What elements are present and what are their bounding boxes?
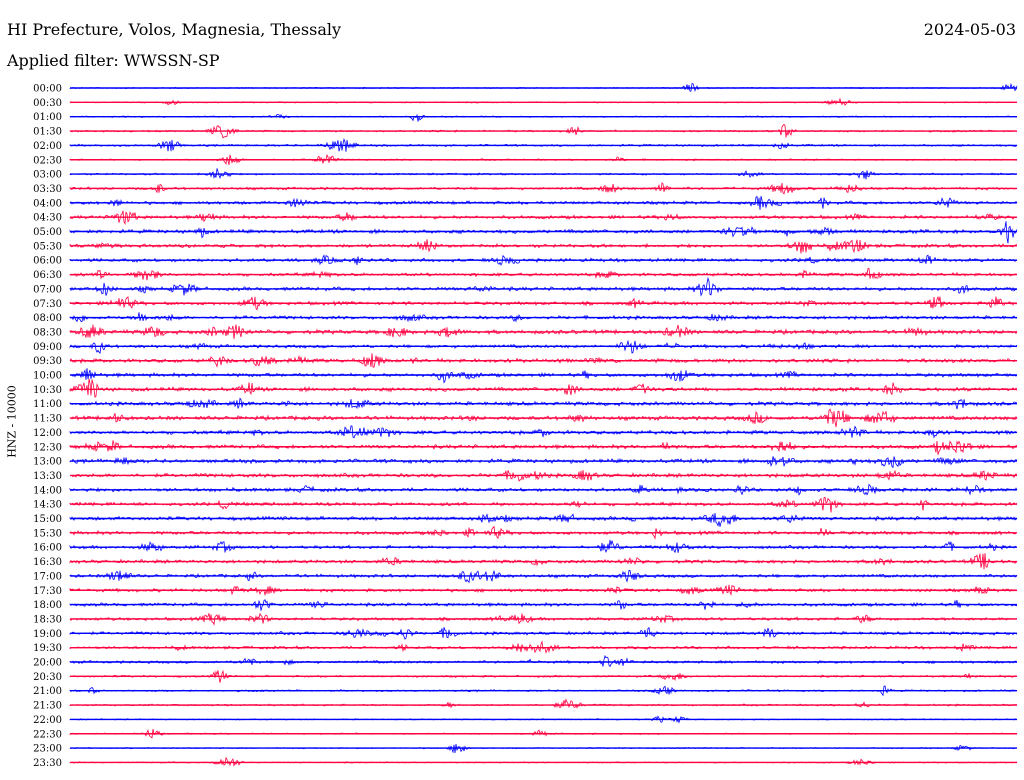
row-time-label: 02:00 [33, 141, 62, 152]
row-time-label: 14:00 [33, 485, 62, 496]
trace-line [69, 539, 1018, 554]
trace-line [69, 221, 1018, 244]
row-time-label: 03:30 [33, 184, 62, 195]
row-time-label: 13:00 [33, 457, 62, 468]
row-time-label: 21:00 [33, 686, 62, 697]
row-time-label: 19:30 [33, 643, 62, 654]
trace-line [69, 339, 1018, 354]
row-time-label: 14:30 [33, 500, 62, 511]
row-time-label: 22:30 [33, 729, 62, 740]
station-title: HI Prefecture, Volos, Magnesia, Thessaly [7, 20, 342, 39]
row-time-label: 07:30 [33, 299, 62, 310]
trace-line [69, 654, 1018, 668]
row-time-label: 06:00 [33, 256, 62, 267]
trace-line [69, 276, 1018, 297]
row-time-label: 08:30 [33, 327, 62, 338]
row-time-label: 12:30 [33, 442, 62, 453]
row-time-label: 00:00 [33, 84, 62, 95]
row-time-label: 23:00 [33, 744, 62, 755]
trace-line [69, 210, 1017, 226]
row-time-label: 02:30 [33, 155, 62, 166]
row-time-label: 04:30 [33, 213, 62, 224]
record-date: 2024-05-03 [923, 20, 1016, 39]
row-time-label: 04:00 [33, 198, 62, 209]
row-time-label: 11:30 [33, 414, 62, 425]
row-time-label: 07:00 [33, 284, 62, 295]
row-time-label: 19:00 [33, 629, 62, 640]
trace-line [69, 440, 1018, 455]
row-time-label: 15:00 [33, 514, 62, 525]
row-time-label: 21:30 [33, 701, 62, 712]
row-time-label: 13:30 [33, 471, 62, 482]
row-time-label: 11:00 [33, 399, 62, 410]
row-time-label: 01:00 [33, 112, 62, 123]
row-time-label: 15:30 [33, 528, 62, 539]
trace-line [69, 483, 1018, 496]
row-time-label: 10:30 [33, 385, 62, 396]
row-time-label: 20:00 [33, 658, 62, 669]
row-time-label: 16:00 [33, 543, 62, 554]
row-time-label: 12:00 [33, 428, 62, 439]
row-time-label: 05:00 [33, 227, 62, 238]
row-time-label: 09:00 [33, 342, 62, 353]
row-time-label: 17:00 [33, 571, 62, 582]
trace-line [69, 496, 1018, 513]
trace-line [69, 756, 1018, 768]
trace-line [69, 113, 1018, 122]
row-time-label: 00:30 [33, 98, 62, 109]
row-time-label: 16:30 [33, 557, 62, 568]
row-time-label: 01:30 [33, 127, 62, 138]
row-time-label: 23:30 [33, 758, 62, 769]
trace-line [69, 324, 1018, 339]
row-time-label: 03:00 [33, 170, 62, 181]
row-time-label: 06:30 [33, 270, 62, 281]
row-time-label: 20:30 [33, 672, 62, 683]
row-time-label: 10:00 [33, 371, 62, 382]
trace-line [69, 378, 1018, 399]
row-time-label: 17:30 [33, 586, 62, 597]
trace-line [69, 456, 1018, 469]
row-time-label: 08:00 [33, 313, 62, 324]
row-time-label: 22:00 [33, 715, 62, 726]
row-time-label: 09:30 [33, 356, 62, 367]
filter-label: Applied filter: WWSSN-SP [7, 51, 220, 70]
trace-line [69, 698, 1018, 709]
row-time-label: 18:00 [33, 600, 62, 611]
row-time-label: 05:30 [33, 241, 62, 252]
row-time-label: 18:30 [33, 614, 62, 625]
trace-line [69, 513, 1018, 527]
